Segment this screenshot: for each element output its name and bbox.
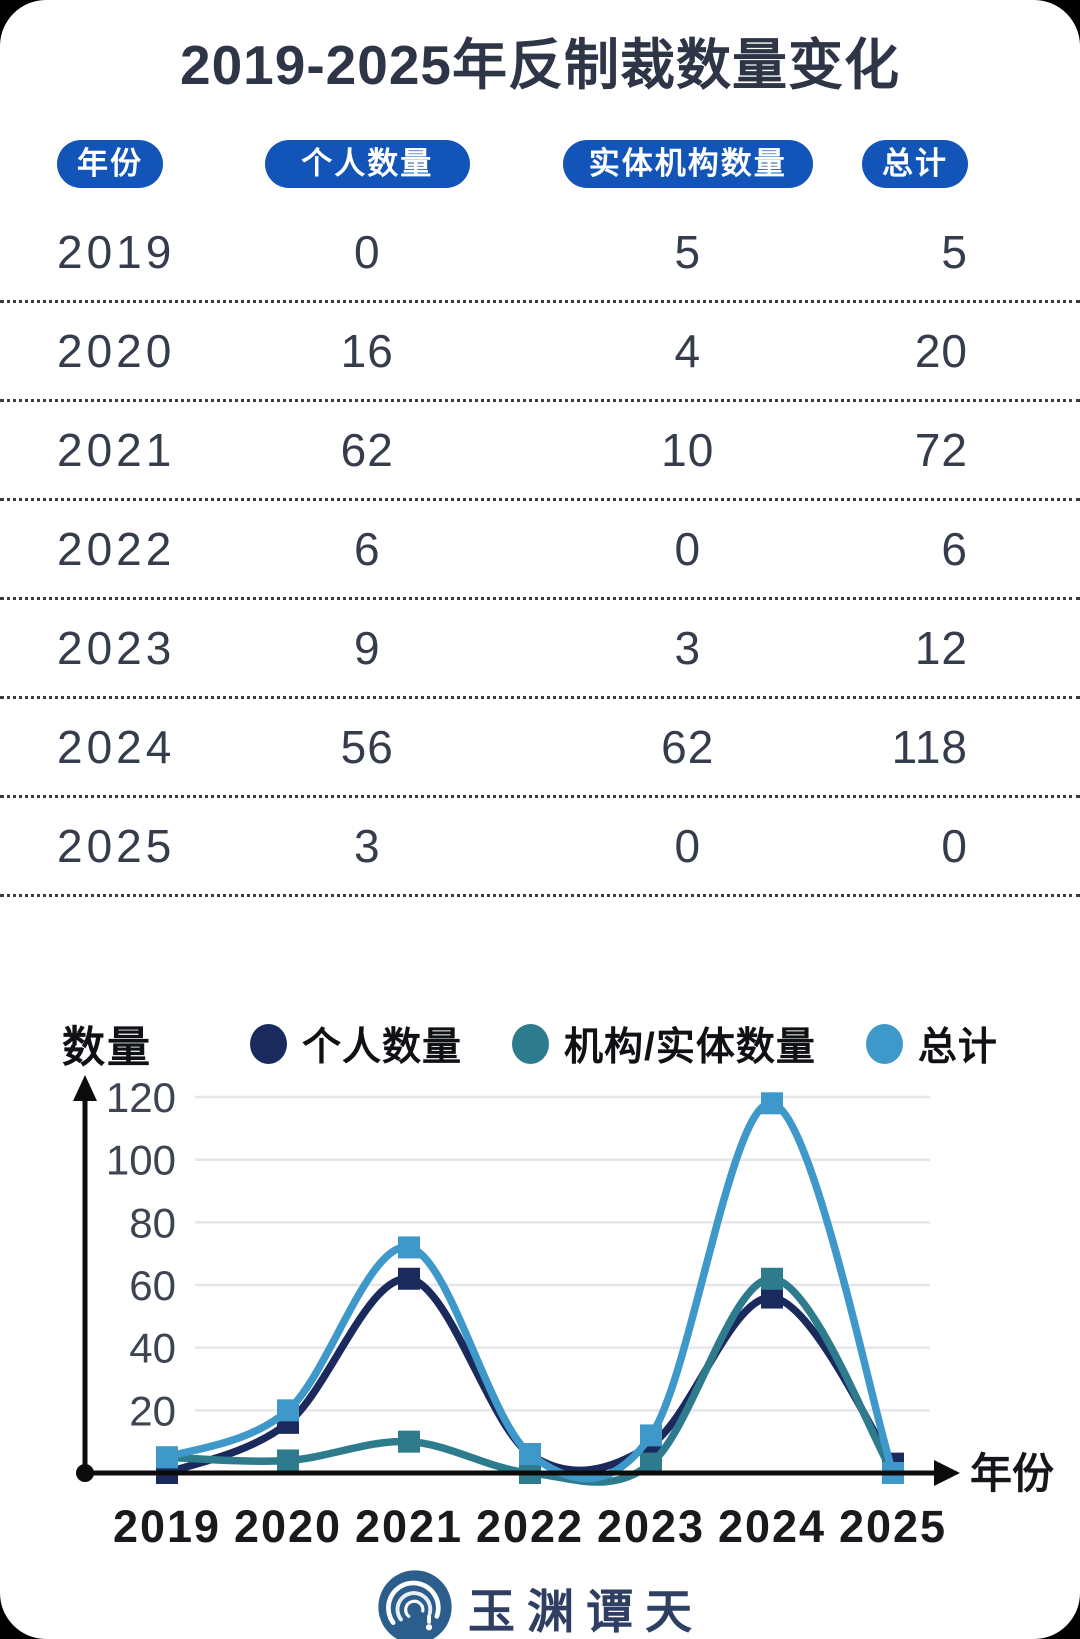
total-cell: 118: [891, 721, 968, 773]
gridlines: [195, 1095, 930, 1412]
line-chart: 20 40 60 80 100 120 年份 2019 2020 2021 2022 2023 2024…: [73, 1074, 1054, 1552]
legend-label-entities: 机构/实体数量: [564, 1026, 816, 1069]
entities-cell: 4: [674, 325, 702, 377]
individuals-cell: 16: [340, 325, 394, 377]
total-cell: 6: [941, 523, 968, 575]
table-row: 2023 9 3 12: [0, 600, 1080, 699]
table-row: 2025 3 0 0: [0, 798, 1080, 897]
individuals-cell: 0: [353, 226, 381, 278]
year-cell: 2020: [57, 325, 176, 377]
year-cell: 2024: [57, 721, 176, 773]
legend-item-individuals: 个人数量: [250, 1016, 462, 1072]
column-header-entities: 实体机构数量: [562, 140, 813, 188]
year-cell: 2022: [57, 523, 176, 575]
table-row: 2024 56 62 118: [0, 699, 1080, 798]
data-table: 2019 0 5 5 2020 16 4 20 2021 62 10 72 20…: [0, 204, 1080, 897]
total-cell: 20: [914, 325, 968, 377]
year-cell: 2023: [57, 622, 176, 674]
svg-text:2020: 2020: [234, 1501, 342, 1552]
svg-text:100: 100: [106, 1137, 176, 1184]
svg-text:2021: 2021: [355, 1501, 463, 1552]
year-cell: 2021: [57, 424, 176, 476]
logo-text: 玉渊谭天: [468, 1584, 704, 1639]
entities-cell: 5: [674, 226, 702, 278]
entities-cell: 0: [674, 820, 702, 872]
table-row: 2019 0 5 5: [0, 204, 1080, 303]
individuals-cell: 3: [353, 820, 381, 872]
svg-text:80: 80: [129, 1199, 176, 1246]
table-row: 2020 16 4 20: [0, 303, 1080, 402]
total-cell: 72: [914, 424, 968, 476]
legend-item-total: 总计: [865, 1016, 998, 1072]
footer: 玉渊谭天: [0, 1565, 1080, 1639]
table-header-row: 年份 个人数量 实体机构数量 总计: [0, 140, 1080, 188]
chart-legend: 数量 个人数量 机构/实体数量 总计: [0, 1021, 1080, 1072]
entities-cell: 10: [661, 424, 715, 476]
column-header-total: 总计: [862, 140, 968, 188]
individuals-cell: 6: [353, 523, 381, 575]
column-header-year: 年份: [57, 140, 163, 188]
legend-dot-entities-icon: [512, 1024, 550, 1064]
svg-text:60: 60: [129, 1262, 176, 1309]
entities-cell: 0: [674, 523, 702, 575]
entities-cell: 3: [674, 622, 702, 674]
axes: [73, 1075, 960, 1486]
year-cell: 2025: [57, 820, 176, 872]
total-cell: 12: [914, 622, 968, 674]
legend-dot-individuals-icon: [250, 1024, 287, 1064]
page-title: 2019-2025年反制裁数量变化: [179, 34, 901, 96]
axis-labels: 20 40 60 80 100 120 年份 2019 2020 2021 2022 2023 2024…: [106, 1074, 1054, 1552]
total-cell: 0: [941, 820, 968, 872]
entities-cell: 62: [661, 721, 715, 773]
svg-text:40: 40: [129, 1325, 176, 1372]
svg-text:年份: 年份: [970, 1450, 1054, 1497]
individuals-cell: 62: [340, 424, 394, 476]
y-axis-title: 数量: [62, 1024, 152, 1072]
year-cell: 2019: [57, 226, 176, 278]
individuals-cell: 56: [340, 721, 394, 773]
svg-text:2022: 2022: [476, 1501, 584, 1552]
series: [156, 1092, 904, 1486]
svg-text:120: 120: [106, 1074, 176, 1121]
svg-text:2024: 2024: [718, 1501, 826, 1552]
individuals-cell: 9: [353, 622, 381, 674]
legend-dot-total-icon: [865, 1024, 903, 1064]
svg-text:2025: 2025: [839, 1501, 947, 1552]
table-row: 2022 6 0 6: [0, 501, 1080, 600]
legend-item-entities: 机构/实体数量: [512, 1016, 816, 1072]
legend-label-total: 总计: [917, 1026, 998, 1069]
legend-label-individuals: 个人数量: [302, 1026, 463, 1069]
total-cell: 5: [941, 226, 968, 278]
svg-text:2023: 2023: [597, 1501, 705, 1552]
column-header-individuals: 个人数量: [264, 140, 470, 188]
wave-logo-icon: [378, 1570, 452, 1639]
svg-text:2019: 2019: [113, 1501, 221, 1552]
table-row: 2021 62 10 72: [0, 402, 1080, 501]
svg-text:20: 20: [129, 1387, 176, 1434]
